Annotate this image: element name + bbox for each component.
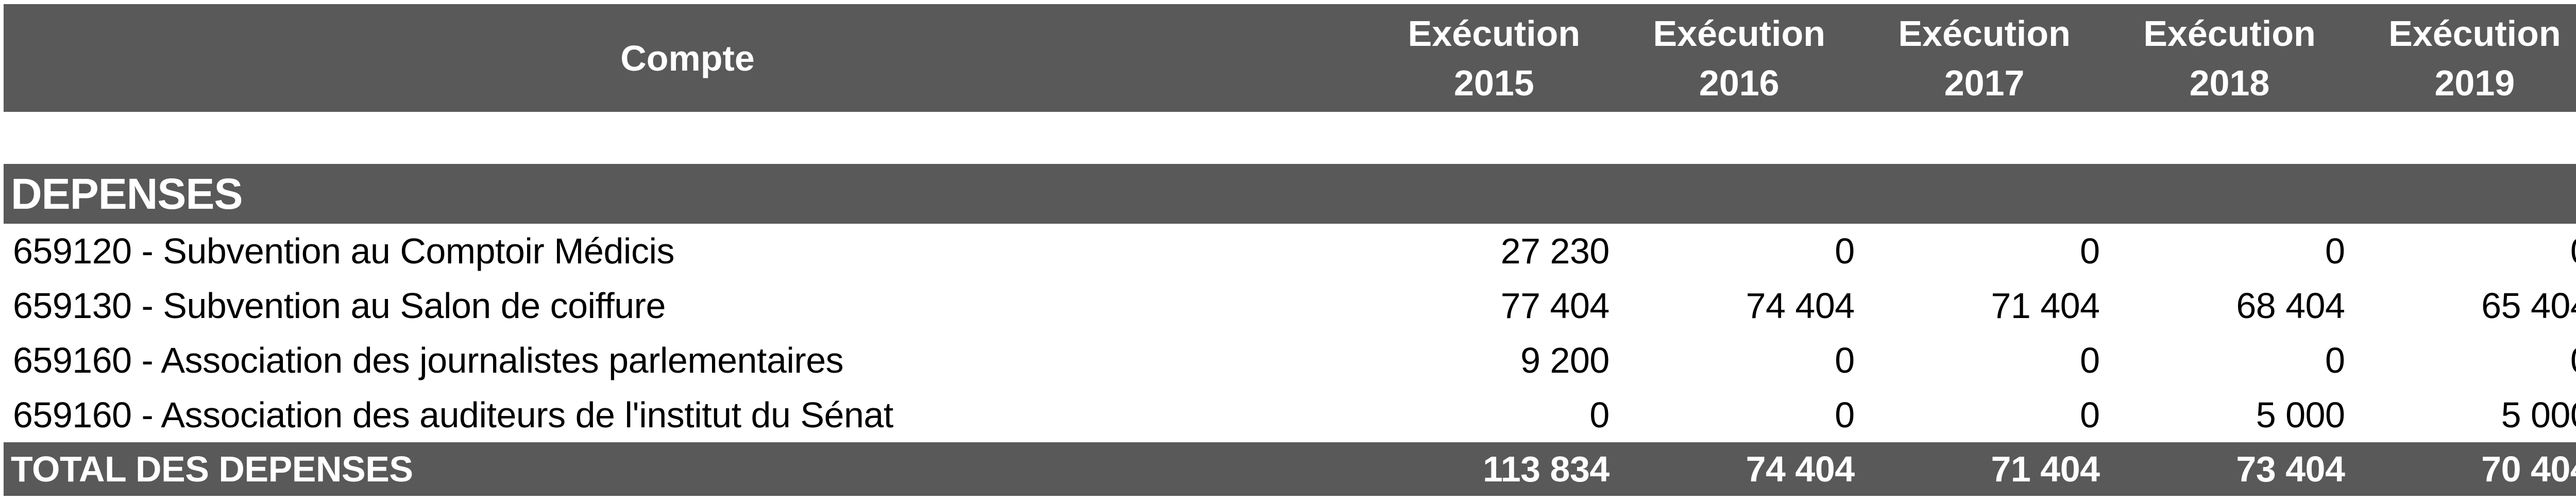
account-cell: 659160 - Association des auditeurs de l'… <box>13 395 893 435</box>
total-value-cell-2015: 113 834 <box>1483 449 1609 489</box>
section-title: DEPENSES <box>11 169 243 218</box>
value-cell-2017: 0 <box>2080 231 2100 271</box>
column-header-execution-2019: Exécution 2019 <box>2388 13 2561 103</box>
value-cell-2015: 77 404 <box>1500 286 1610 326</box>
table-row: 659120 - Subvention au Comptoir Médicis … <box>4 224 2576 278</box>
value-cell-2016: 74 404 <box>1745 286 1855 326</box>
column-header-execution-2015: Exécution 2015 <box>1408 13 1581 103</box>
table-row: 659160 - Association des journalistes pa… <box>4 333 2576 388</box>
bottom-margin <box>0 496 2576 500</box>
column-header-execution-2018: Exécution 2018 <box>2143 13 2316 103</box>
value-cell-2019: 5 000 <box>2501 395 2576 435</box>
table-row: 659160 - Association des auditeurs de l'… <box>4 388 2576 442</box>
total-value-cell-2016: 74 404 <box>1745 449 1855 489</box>
total-row: TOTAL DES DEPENSES 113 834 74 404 71 404… <box>4 442 2576 496</box>
value-cell-2019: 0 <box>2352 224 2576 278</box>
total-value-cell-2018: 73 404 <box>2236 449 2345 489</box>
top-margin <box>0 0 2576 4</box>
header-section-gap <box>0 112 2576 164</box>
section-band-depenses: DEPENSES <box>4 164 2576 224</box>
value-cell-2015: 27 230 <box>1500 231 1610 271</box>
value-cell-2017: 71 404 <box>1991 286 2100 326</box>
column-header-compte: Compte <box>620 38 755 78</box>
value-cell-2015: 0 <box>1589 395 1609 435</box>
value-cell-2015: 9 200 <box>1520 340 1609 380</box>
value-cell-2018: 5 000 <box>2256 395 2345 435</box>
value-cell-2019: 0 <box>2352 333 2576 388</box>
total-value-cell-2019: 70 404 <box>2481 449 2576 489</box>
value-cell-2018: 0 <box>2325 231 2345 271</box>
value-cell-2017: 0 <box>2080 340 2100 380</box>
account-cell: 659120 - Subvention au Comptoir Médicis <box>13 231 675 271</box>
column-header-execution-2016: Exécution 2016 <box>1653 13 1826 103</box>
account-cell: 659130 - Subvention au Salon de coiffure <box>13 286 666 326</box>
value-cell-2018: 68 404 <box>2236 286 2345 326</box>
value-cell-2018: 0 <box>2325 340 2345 380</box>
table-header-row: Compte Exécution 2015 Exécution 2016 Exé… <box>4 4 2576 112</box>
total-value-cell-2017: 71 404 <box>1991 449 2100 489</box>
table-row: 659130 - Subvention au Salon de coiffure… <box>4 278 2576 333</box>
value-cell-2016: 0 <box>1835 340 1855 380</box>
value-cell-2019: 65 404 <box>2481 286 2576 326</box>
account-cell: 659160 - Association des journalistes pa… <box>13 340 844 380</box>
column-header-execution-2017: Exécution 2017 <box>1898 13 2071 103</box>
value-cell-2017: 0 <box>2080 395 2100 435</box>
value-cell-2016: 0 <box>1835 395 1855 435</box>
value-cell-2016: 0 <box>1835 231 1855 271</box>
total-label: TOTAL DES DEPENSES <box>11 449 413 489</box>
